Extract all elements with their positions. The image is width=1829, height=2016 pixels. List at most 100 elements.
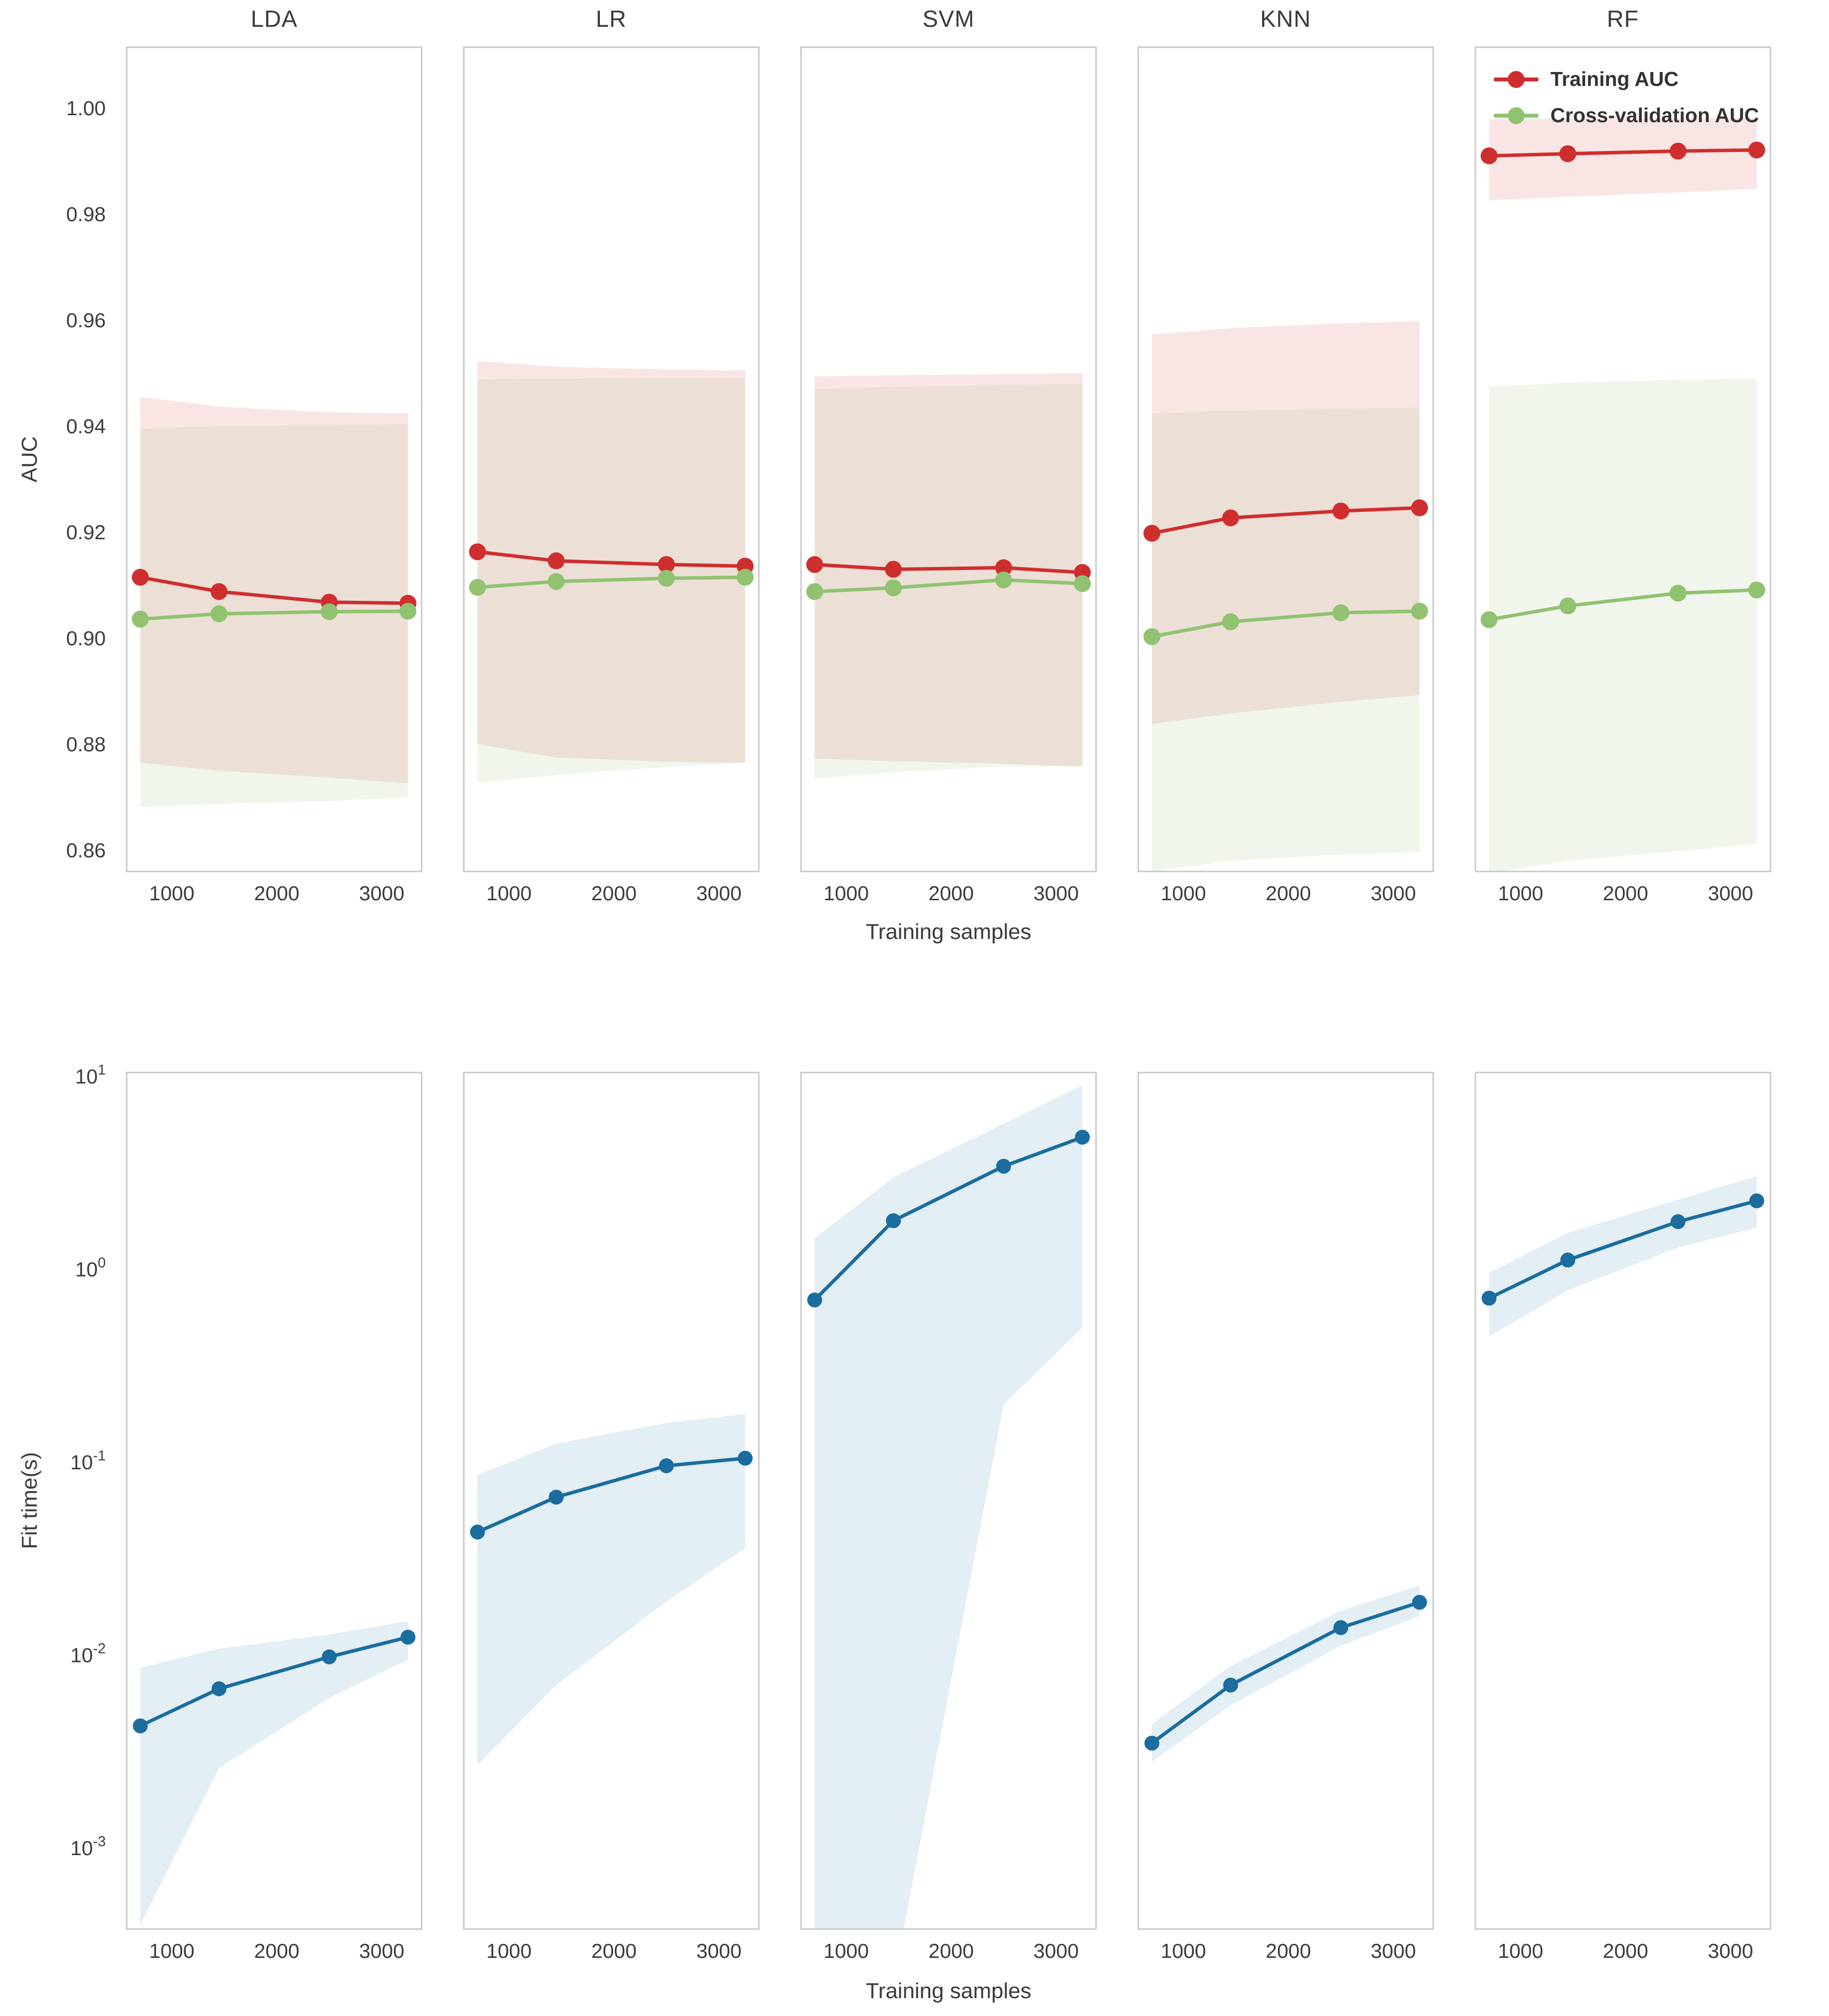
cross-validation-auc-point: [1143, 628, 1161, 646]
panel-auc-lda: 1000 2000 3000 0.86 0.88 0.90 0.92 0.94 0.96 0.98…: [66, 46, 423, 905]
training-auc-band: [1489, 117, 1757, 201]
training-auc-line: [1487, 148, 1759, 158]
x-tick-label: 1000: [486, 1940, 531, 1962]
panel-title-svm: SVM: [922, 5, 975, 32]
y-axis-label-fit-time: Fit time(s): [17, 1452, 42, 1549]
x-tick-label: 3000: [1033, 882, 1079, 905]
cross-validation-auc-point: [1332, 604, 1349, 622]
x-tick-label: 3000: [359, 1940, 404, 1962]
fit-time-point: [886, 1213, 901, 1228]
x-axis-label-top: Training samples: [866, 920, 1031, 944]
fit-time-point: [400, 1630, 416, 1645]
cross-validation-auc-point: [1748, 581, 1765, 599]
training-auc-point: [806, 556, 823, 573]
training-auc-point: [885, 561, 902, 578]
fit-time-line: [1150, 1600, 1422, 1745]
x-tick-label: 1000: [1498, 882, 1543, 905]
cross-validation-auc-point: [1074, 575, 1091, 592]
panel-auc-knn: 1000 2000 3000: [1137, 46, 1434, 905]
cross-validation-auc-point: [399, 602, 417, 620]
cross-validation-auc-point: [1480, 611, 1498, 628]
fit-time-band: [1489, 1176, 1757, 1337]
fit-time-point: [1144, 1735, 1160, 1751]
training-auc-line: [138, 576, 410, 605]
training-auc-point: [995, 559, 1012, 576]
x-tick-label: 3000: [1371, 1940, 1416, 1962]
fit-time-point: [1412, 1594, 1427, 1610]
x-tick-label: 1000: [486, 882, 531, 905]
training-auc-point: [1669, 143, 1686, 160]
x-tick-label: 2000: [1266, 1940, 1311, 1962]
x-tick-label: 1000: [1498, 1940, 1543, 1962]
training-auc-point: [132, 569, 149, 586]
cross-validation-auc-point: [132, 610, 149, 628]
panel-title-rf: RF: [1607, 5, 1639, 32]
training-auc-point: [1480, 147, 1498, 164]
plot-area: [1481, 1176, 1764, 1337]
panel-auc-svm: 1000 2000 3000: [800, 46, 1097, 905]
training-auc-line: [1150, 506, 1422, 535]
fit-time-point: [996, 1158, 1011, 1174]
training-auc-legend-marker: [1494, 77, 1538, 81]
legend-label: Training AUC: [1550, 68, 1679, 90]
y-tick-label: 101: [75, 1062, 106, 1088]
y-axis-label-auc: AUC: [17, 436, 42, 483]
y-tick-label: 0.96: [66, 309, 106, 332]
cross-validation-auc-point: [548, 573, 565, 590]
panel-title-lda: LDA: [250, 5, 298, 32]
x-tick-label: 3000: [696, 882, 741, 905]
x-tick-label: 1000: [823, 1940, 869, 1962]
x-tick-label: 1000: [1161, 1940, 1206, 1962]
fit-time-point: [1670, 1214, 1685, 1229]
cross-validation-auc-point: [1669, 584, 1686, 602]
panel-fittimes-lr: 1000 2000 3000: [463, 1072, 760, 1962]
panel-frame: [800, 46, 1097, 872]
panel-frame: [800, 1072, 1097, 1930]
plot-area: [132, 397, 417, 807]
cross-validation-auc-legend-marker: [1494, 113, 1538, 118]
fit-time-band: [814, 1085, 1083, 1929]
plot-area: [470, 1414, 753, 1765]
y-tick-label: 10-2: [71, 1641, 106, 1666]
panel-auc-rf: 1000 2000 3000: [1474, 46, 1771, 905]
cross-validation-auc-band: [140, 424, 408, 807]
y-tick-label: 0.94: [66, 415, 106, 437]
legend-label: Cross-validation AUC: [1550, 104, 1759, 127]
fit-time-point: [1333, 1620, 1348, 1635]
y-tick-label: 0.92: [66, 521, 106, 544]
x-tick-label: 2000: [1266, 882, 1311, 905]
cross-validation-auc-point: [658, 570, 675, 587]
panel-frame: [1137, 46, 1434, 872]
cross-validation-auc-point: [469, 578, 486, 596]
x-tick-label: 3000: [1371, 882, 1416, 905]
plot-area: [1480, 117, 1765, 871]
x-tick-label: 2000: [929, 1940, 974, 1962]
panel-frame: [463, 1072, 760, 1930]
fit-time-point: [737, 1450, 753, 1466]
cross-validation-auc-point: [995, 571, 1012, 588]
fit-time-point: [1223, 1677, 1239, 1693]
fit-time-line: [1487, 1199, 1759, 1300]
x-tick-label: 2000: [929, 882, 974, 905]
training-auc-line: [475, 550, 747, 568]
fit-time-line: [475, 1456, 747, 1534]
fit-time-point: [133, 1718, 148, 1733]
y-tick-label: 0.90: [66, 627, 106, 649]
cross-validation-auc-line: [475, 576, 747, 589]
training-auc-point: [1559, 145, 1577, 162]
cross-validation-auc-line: [1487, 588, 1759, 622]
x-tick-label: 3000: [359, 882, 404, 905]
x-tick-label: 3000: [1708, 882, 1753, 905]
plot-area: [807, 1085, 1090, 1929]
cross-validation-auc-line: [812, 578, 1085, 593]
plot-area: [1144, 1585, 1427, 1762]
training-auc-point: [1222, 509, 1240, 526]
y-tick-label: 10-1: [71, 1448, 106, 1474]
panel-frame: [1474, 1072, 1771, 1930]
legend-item-training-auc: Training AUC: [1494, 68, 1759, 91]
y-tick-label: 10-3: [71, 1834, 106, 1860]
plot-area: [1143, 321, 1428, 871]
cross-validation-auc-band: [1152, 407, 1420, 871]
training-auc-point: [1143, 524, 1161, 542]
